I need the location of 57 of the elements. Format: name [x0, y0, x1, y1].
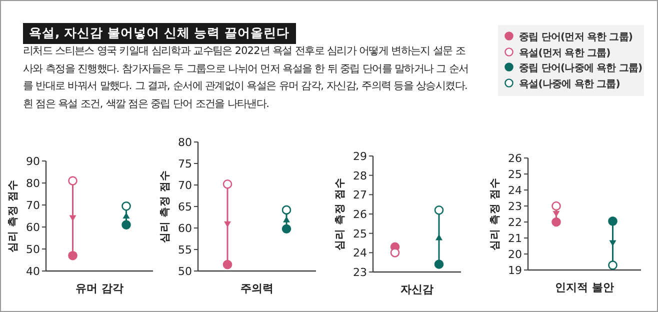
y-tick-label: 23 [353, 266, 367, 279]
x-axis-title: 자신감 [400, 283, 434, 296]
y-tick-label: 25 [508, 168, 522, 181]
y-tick-label: 70 [178, 179, 192, 192]
point [608, 260, 618, 270]
y-axis-title: 심리 측정 점수 [7, 179, 19, 253]
y-tick-label: 60 [178, 222, 192, 235]
x-axis-title: 주의력 [240, 282, 274, 295]
point [222, 260, 232, 270]
y-tick-label: 40 [26, 265, 40, 278]
y-tick-label: 80 [26, 177, 40, 190]
point [552, 201, 561, 211]
point [68, 250, 78, 260]
y-tick-label: 90 [26, 155, 40, 168]
y-tick-label: 26 [353, 208, 367, 221]
y-tick-label: 22 [508, 216, 522, 229]
legend-label: 욕설(나중에 욕한 그룹) [519, 78, 620, 90]
point [282, 205, 292, 215]
y-tick-label: 23 [508, 200, 522, 213]
y-tick-label: 80 [178, 136, 192, 149]
y-tick-label: 65 [178, 200, 192, 214]
point [122, 220, 131, 230]
point [608, 216, 618, 226]
y-tick-label: 26 [508, 152, 522, 165]
y-tick-label: 24 [508, 184, 522, 197]
y-tick-label: 21 [508, 232, 522, 245]
legend-label: 중립 단어(먼저 욕한 그룹) [519, 32, 633, 43]
y-tick-label: 20 [508, 248, 522, 261]
y-tick-label: 29 [353, 150, 367, 163]
y-tick-label: 60 [26, 221, 40, 234]
x-axis-title: 유머 감각 [76, 282, 124, 295]
point [68, 176, 78, 186]
legend-label: 욕설(먼저 욕한 그룹) [519, 48, 610, 58]
point [390, 248, 400, 258]
y-tick-label: 50 [26, 243, 40, 256]
legend-label: 중립 단어(나중에 욕한 그룹) [519, 63, 642, 74]
point [122, 201, 131, 211]
text: 리처드 스티븐스 영국 키일대 심리학과 교수팀은 2022년 욕설 전후로 심리가 어떻게 변하는지 설문 조사와 측정을 진행했다. 참가자들은 두 그룹으로 나뉘어 먼저 욕설을 한 뒤 중립 단어를 말하거나 그 순서를 반대로 바꿔서 말했다. 그 결과, 순서에 관계없이 욕설은 유머 감각, 자신감, 주의력 등을 상승시켰다. 흰 점은 욕설 조건, 색깔 점은 중립 단어 조건을 나타낸다. [23, 44, 470, 112]
point [282, 224, 292, 234]
y-tick-label: 19 [508, 264, 522, 277]
y-tick-label: 75 [178, 158, 192, 170]
y-tick-label: 50 [178, 265, 192, 278]
y-tick-label: 70 [26, 199, 40, 212]
point [222, 179, 232, 189]
point [434, 205, 444, 215]
chart-title: 욕설, 자신감 불어넣어 신체 능력 끌어올린다 [23, 23, 296, 44]
y-tick-label: 28 [353, 169, 367, 182]
y-axis-title: 심리 측정 점수 [334, 177, 346, 251]
x-axis-title: 인지적 불안 [555, 281, 614, 294]
y-tick-label: 24 [353, 246, 367, 260]
y-axis-title: 심리 측정 점수 [489, 177, 501, 251]
y-tick-label: 25 [353, 227, 367, 240]
point [434, 260, 444, 269]
y-tick-label: 55 [178, 244, 192, 256]
y-axis-title: 심리 측정 점수 [159, 170, 171, 244]
y-tick-label: 27 [353, 188, 367, 202]
point [552, 217, 561, 227]
